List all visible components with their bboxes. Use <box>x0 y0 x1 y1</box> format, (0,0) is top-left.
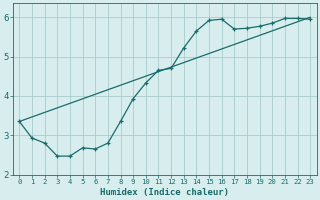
X-axis label: Humidex (Indice chaleur): Humidex (Indice chaleur) <box>100 188 229 197</box>
